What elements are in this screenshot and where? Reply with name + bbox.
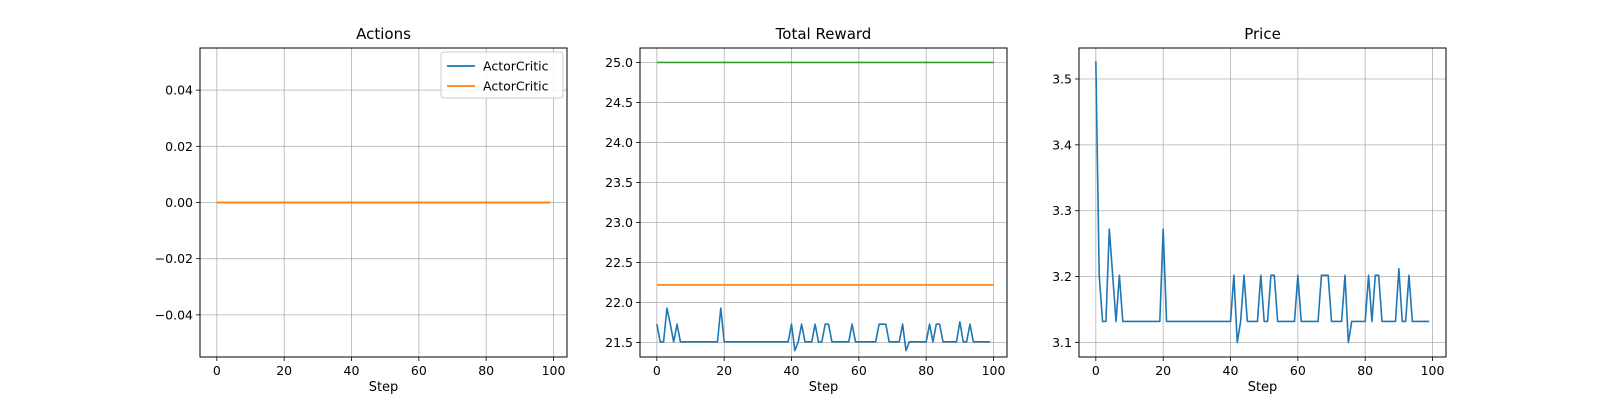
y-tick-label: −0.04	[155, 307, 193, 322]
y-tick-label: 25.0	[605, 55, 633, 70]
y-tick-label: 0.00	[165, 195, 193, 210]
y-tick-label: 3.1	[1052, 335, 1072, 350]
x-tick-label: 100	[982, 363, 1006, 378]
panel-0: 0 20 40 60 80 100 −0.04 −0.02 0.00 0.02 0.04 Action…	[155, 25, 567, 395]
x-tick-label: 80	[918, 363, 934, 378]
x-tick-label: 0	[213, 363, 221, 378]
x-tick-label: 80	[478, 363, 494, 378]
x-tick-label: 0	[1092, 363, 1100, 378]
x-tick-label: 60	[851, 363, 867, 378]
x-tick-label: 20	[716, 363, 732, 378]
x-tick-label: 20	[276, 363, 292, 378]
x-tick-label: 40	[344, 363, 360, 378]
y-tick-label: 0.04	[165, 83, 193, 98]
y-tick-label: 23.5	[605, 175, 633, 190]
x-axis-label: Step	[1248, 380, 1278, 395]
y-tick-label: 3.5	[1052, 71, 1072, 86]
y-tick-label: 24.5	[605, 95, 633, 110]
y-tick-label: 3.3	[1052, 203, 1072, 218]
y-tick-label: 22.5	[605, 255, 633, 270]
y-tick-label: 21.5	[605, 335, 633, 350]
chart-title: Total Reward	[775, 25, 872, 43]
axes-frame	[640, 48, 1007, 357]
x-tick-label: 60	[1290, 363, 1306, 378]
legend-label: ActorCritic	[483, 79, 549, 94]
chart-title: Price	[1244, 25, 1281, 43]
chart-title: Actions	[356, 25, 411, 43]
y-tick-label: 0.02	[165, 139, 193, 154]
legend: ActorCritic ActorCritic	[441, 52, 563, 98]
panel-2: 0 20 40 60 80 100 3.1 3.2 3.3 3.4 3.5 Price Step	[1052, 25, 1446, 395]
x-axis-label: Step	[809, 380, 839, 395]
x-tick-label: 0	[653, 363, 661, 378]
legend-label: ActorCritic	[483, 59, 549, 74]
y-tick-label: 3.2	[1052, 269, 1072, 284]
x-tick-label: 100	[542, 363, 566, 378]
y-tick-label: 23.0	[605, 215, 633, 230]
series-line-1-0	[657, 308, 990, 350]
y-tick-label: 22.0	[605, 295, 633, 310]
x-tick-label: 40	[1223, 363, 1239, 378]
x-axis-label: Step	[369, 380, 399, 395]
x-tick-label: 80	[1357, 363, 1373, 378]
y-tick-label: 24.0	[605, 135, 633, 150]
x-tick-label: 20	[1155, 363, 1171, 378]
series-line-2-0	[1096, 61, 1429, 342]
y-tick-label: 3.4	[1052, 137, 1072, 152]
axes-frame	[1079, 48, 1446, 357]
x-tick-label: 100	[1421, 363, 1445, 378]
x-tick-label: 60	[411, 363, 427, 378]
x-tick-label: 40	[784, 363, 800, 378]
y-tick-label: −0.02	[155, 251, 193, 266]
panel-1: 0 20 40 60 80 100 21.5 22.0 22.5 23.0 23.5 24.0 24.5…	[605, 25, 1007, 395]
